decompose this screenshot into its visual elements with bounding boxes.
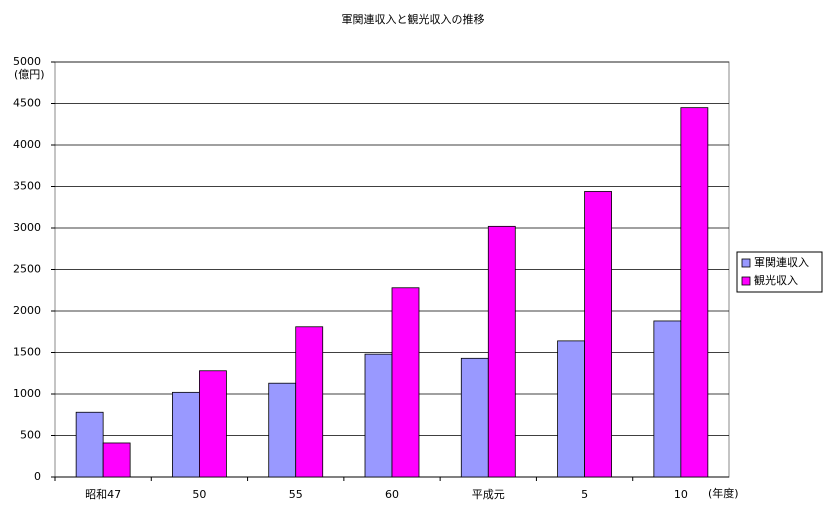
bar (653, 320, 682, 478)
chart-title: 軍関連収入と観光収入の推移 (342, 12, 485, 26)
bar (268, 382, 297, 478)
y-tick-label: 2500 (13, 263, 41, 276)
y-tick-label: 3000 (13, 221, 41, 234)
y-tick-label: 1000 (13, 387, 41, 400)
x-unit-label: (年度) (708, 486, 739, 500)
y-tick-label: 0 (34, 470, 41, 483)
bar (102, 442, 131, 478)
bar (557, 340, 585, 478)
bar (199, 370, 227, 478)
x-tick-label: 昭和47 (85, 488, 121, 501)
y-unit-label: (億円) (14, 68, 45, 81)
y-tick-label: 2000 (13, 304, 41, 317)
legend-box (736, 251, 823, 293)
x-tick-label: 50 (192, 488, 206, 501)
bar (75, 411, 104, 478)
y-tick-label: 4000 (13, 138, 41, 151)
legend-swatch (741, 276, 751, 286)
bar (680, 107, 709, 478)
bar (172, 391, 200, 478)
y-tick-label: 5000 (13, 55, 41, 68)
y-tick-label: 3500 (13, 180, 41, 193)
bar (487, 225, 516, 478)
x-tick-label: 5 (581, 488, 588, 501)
y-tick-label: 4500 (13, 97, 41, 110)
y-tick-label: 1500 (13, 346, 41, 359)
bar (295, 326, 324, 478)
bar (460, 357, 489, 478)
x-tick-label: 平成元 (472, 488, 505, 501)
bar (391, 287, 420, 478)
bar (584, 191, 612, 478)
x-tick-label: 10 (674, 488, 688, 501)
legend-label: 軍関連収入 (754, 255, 809, 269)
bar (364, 353, 393, 478)
y-tick-label: 500 (20, 429, 41, 442)
legend-swatch (741, 258, 751, 268)
x-tick-label: 55 (289, 488, 303, 501)
x-tick-label: 60 (385, 488, 399, 501)
legend-label: 観光収入 (754, 273, 798, 287)
